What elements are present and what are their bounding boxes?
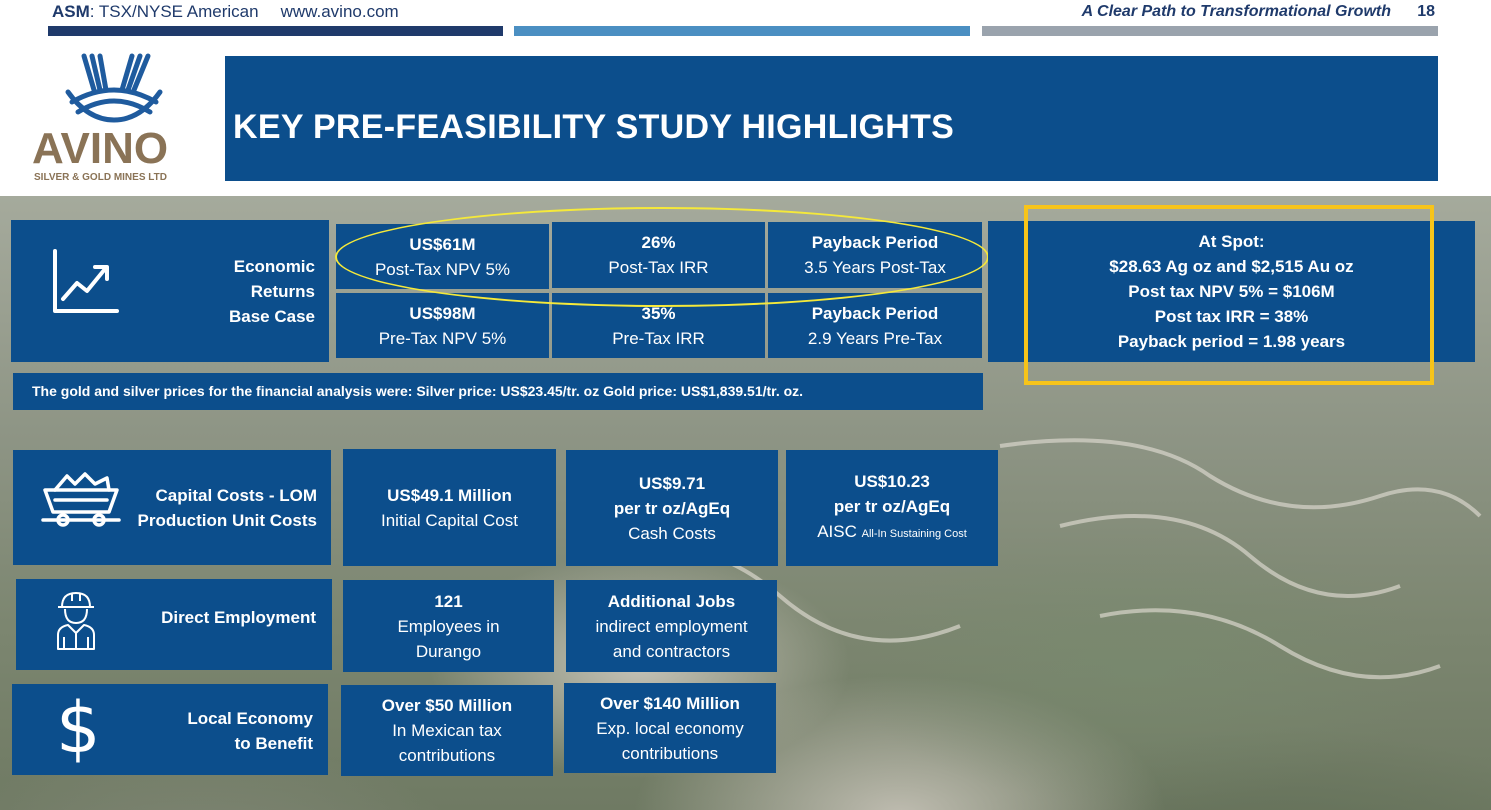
costs-label: Capital Costs - LOM Production Unit Cost… — [138, 483, 317, 533]
economic-returns-label: Economic Returns Base Case — [229, 254, 315, 329]
direct-jobs-line3: Durango — [415, 641, 482, 661]
tax-contribution-cell: Over $50 Million In Mexican tax contribu… — [341, 685, 553, 776]
capital-cost-caption: Initial Capital Cost — [380, 510, 518, 530]
spot-price-panel: At Spot: $28.63 Ag oz and $2,515 Au oz P… — [988, 221, 1475, 362]
cash-cost-caption: Cash Costs — [628, 523, 716, 543]
growth-chart-icon — [49, 247, 121, 322]
pre-tax-payback-caption: 2.9 Years Pre-Tax — [807, 328, 943, 348]
costs-label-line2: Production Unit Costs — [137, 511, 317, 530]
local-economy-label: Local Economy to Benefit — [187, 706, 313, 756]
local-contribution-line2: Exp. local economy — [596, 718, 744, 738]
aisc-value: US$10.23 — [854, 472, 930, 491]
pre-tax-npv-value: US$98M — [409, 303, 476, 323]
economic-label-line3: Base Case — [228, 307, 315, 326]
aisc-caption-line: AISC All-In Sustaining Cost — [817, 519, 967, 547]
spot-prices: $28.63 Ag oz and $2,515 Au oz — [1109, 257, 1354, 276]
aisc-unit: per tr oz/AgEq — [833, 497, 951, 516]
mine-cart-icon — [41, 472, 121, 533]
page-number: 18 — [1417, 3, 1435, 20]
tax-contribution-line2: In Mexican tax — [392, 721, 502, 740]
cash-cost-value: US$9.71 — [638, 473, 706, 493]
pre-tax-irr-value: 35% — [641, 303, 676, 323]
costs-panel: Capital Costs - LOM Production Unit Cost… — [13, 450, 331, 565]
additional-jobs-line2: indirect employment — [595, 616, 748, 636]
spot-heading: At Spot: — [1198, 232, 1265, 251]
aisc-cell: US$10.23 per tr oz/AgEq AISC All-In Sust… — [786, 450, 998, 566]
aisc-caption-small: All-In Sustaining Cost — [861, 528, 967, 540]
ticker-symbol: ASM — [52, 2, 90, 21]
dollar-icon: $ — [56, 687, 101, 769]
direct-jobs-cell: 121 Employees in Durango — [343, 580, 554, 672]
local-economy-line1: Local Economy — [187, 709, 313, 728]
logo-subtitle: SILVER & GOLD MINES LTD — [34, 172, 167, 183]
header-bar-mid — [514, 26, 970, 36]
spot-payback: Payback period = 1.98 years — [1117, 332, 1346, 351]
ticker-exchange: : TSX/NYSE American — [89, 2, 259, 21]
title-banner: KEY PRE-FEASIBILITY STUDY HIGHLIGHTS — [225, 56, 1438, 181]
price-assumption-note: The gold and silver prices for the finan… — [13, 373, 983, 410]
cash-cost-cell: US$9.71 per tr oz/AgEq Cash Costs — [566, 450, 778, 566]
costs-label-line1: Capital Costs - LOM — [155, 486, 317, 505]
additional-jobs-line3: and contractors — [612, 641, 731, 661]
local-contribution-cell: Over $140 Million Exp. local economy con… — [564, 683, 776, 773]
employment-panel: Direct Employment — [16, 579, 332, 670]
tax-contribution-value: Over $50 Million — [381, 696, 513, 715]
spot-irr: Post tax IRR = 38% — [1154, 307, 1309, 326]
pre-tax-irr-caption: Pre-Tax IRR — [612, 328, 705, 348]
highlight-oval — [335, 207, 989, 307]
tagline: A Clear Path to Transformational Growth — [1081, 3, 1391, 20]
additional-jobs-cell: Additional Jobs indirect employment and … — [566, 580, 777, 672]
header-bar-navy — [48, 26, 503, 36]
aisc-caption: AISC — [817, 522, 862, 541]
header-bar-grey — [982, 26, 1438, 36]
pre-tax-npv-caption: Pre-Tax NPV 5% — [378, 328, 507, 348]
ticker-line: ASM: TSX/NYSE American www.avino.com — [52, 2, 399, 22]
worker-icon — [54, 589, 98, 656]
tax-contribution-line3: contributions — [398, 746, 496, 765]
page-title: KEY PRE-FEASIBILITY STUDY HIGHLIGHTS — [233, 108, 955, 146]
pre-tax-npv-cell: US$98M Pre-Tax NPV 5% — [336, 293, 549, 358]
direct-jobs-line2: Employees in — [397, 616, 500, 636]
economic-label-line2: Returns — [250, 282, 315, 301]
capital-cost-value: US$49.1 Million — [387, 485, 512, 505]
local-economy-panel: $ Local Economy to Benefit — [12, 684, 328, 775]
cash-cost-unit: per tr oz/AgEq — [613, 498, 731, 518]
economic-returns-panel: Economic Returns Base Case — [11, 220, 329, 362]
top-header: ASM: TSX/NYSE American www.avino.com A Cl… — [0, 0, 1491, 40]
local-contribution-value: Over $140 Million — [600, 693, 740, 713]
company-logo: AVINO SILVER & GOLD MINES LTD — [28, 50, 208, 185]
local-contribution-line3: contributions — [621, 743, 719, 763]
logo-mark-icon: AVINO SILVER & GOLD MINES LTD — [32, 53, 168, 183]
spot-npv: Post tax NPV 5% = $106M — [1128, 282, 1335, 301]
employment-label: Direct Employment — [161, 608, 316, 627]
local-economy-line2: to Benefit — [234, 734, 313, 753]
capital-cost-cell: US$49.1 Million Initial Capital Cost — [343, 449, 556, 566]
direct-jobs-count: 121 — [434, 591, 463, 611]
additional-jobs-title: Additional Jobs — [607, 591, 736, 611]
economic-label-line1: Economic — [233, 257, 315, 276]
pre-tax-payback-value: Payback Period — [811, 303, 939, 323]
logo-wordmark: AVINO — [32, 124, 168, 173]
spot-highlight-frame — [1024, 205, 1434, 385]
website-link[interactable]: www.avino.com — [280, 2, 399, 21]
pre-tax-payback-cell: Payback Period 2.9 Years Pre-Tax — [768, 293, 982, 358]
